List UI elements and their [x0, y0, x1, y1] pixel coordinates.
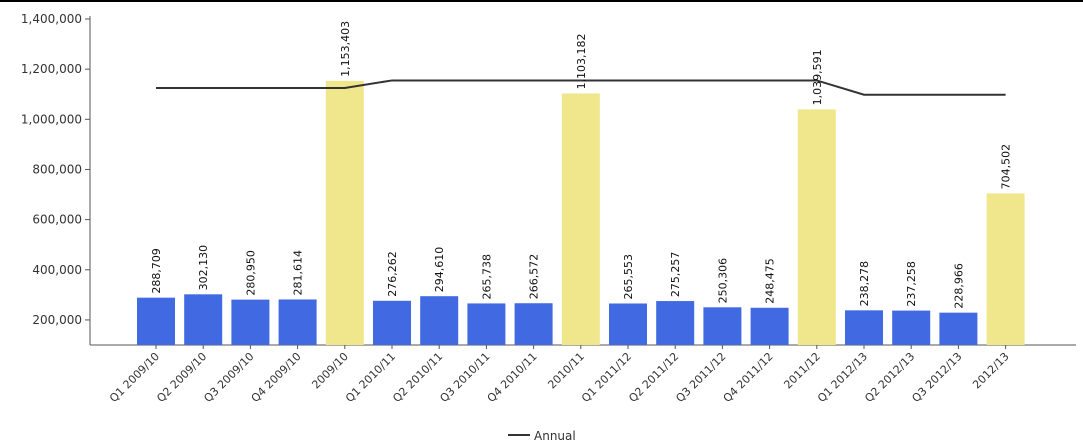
bar-value-label: 276,262 — [386, 251, 399, 297]
quarter-bar — [656, 301, 695, 345]
x-category-label: Q4 2011/12 — [721, 350, 776, 405]
bar-value-label: 248,475 — [764, 258, 777, 304]
quarter-bar — [373, 300, 411, 345]
bar-value-label: 250,306 — [716, 258, 729, 304]
quarter-bar — [892, 310, 931, 345]
x-category-label: 2012/13 — [970, 350, 1012, 392]
quarter-bar — [467, 303, 506, 345]
annual-bar — [797, 109, 836, 345]
y-tick-label: 800,000 — [32, 162, 82, 176]
x-category-label: 2010/11 — [545, 350, 587, 392]
annual-bar — [325, 80, 364, 346]
bar-value-label: 265,553 — [622, 254, 635, 300]
bar-value-label: 275,257 — [669, 252, 682, 298]
annual-bar — [986, 193, 1025, 345]
y-tick-label: 400,000 — [32, 263, 82, 277]
bar-value-label: 237,258 — [905, 261, 918, 307]
bar-value-label: 1,039,591 — [811, 49, 824, 105]
bar-value-label: 265,738 — [480, 254, 493, 300]
annual-series-line — [156, 79, 1006, 96]
annual-line — [156, 79, 1006, 96]
bar-value-label: 1,103,182 — [575, 33, 588, 89]
bar-value-label: 1,153,403 — [339, 21, 352, 77]
quarter-bar — [939, 312, 978, 345]
quarter-bar — [184, 294, 223, 345]
x-category-label: Q4 2009/10 — [249, 350, 304, 405]
bar-value-label: 228,966 — [952, 263, 965, 309]
quarter-bar — [750, 307, 789, 345]
bar-value-label: 294,610 — [433, 247, 446, 293]
quarter-bar — [703, 307, 742, 345]
bar-value-label: 280,950 — [244, 250, 257, 296]
legend-label-annual: Annual — [534, 429, 576, 443]
quarter-bar — [278, 299, 317, 345]
annual-bar — [561, 93, 600, 345]
quarter-bar — [231, 299, 270, 345]
y-tick-label: 1,200,000 — [21, 62, 82, 76]
quarter-bar — [137, 297, 175, 345]
bar-value-label: 266,572 — [528, 254, 541, 300]
x-category-label: 2009/10 — [309, 350, 351, 392]
y-tick-label: 200,000 — [32, 313, 82, 327]
bars — [137, 80, 1025, 346]
quarter-bar — [420, 296, 459, 345]
x-category-label: Q4 2010/11 — [485, 350, 540, 405]
quarter-bar — [845, 310, 883, 345]
bar-value-label: 281,614 — [292, 250, 305, 296]
y-tick-label: 1,000,000 — [21, 112, 82, 126]
value-labels: 288,709 302,130 280,950 281,614 1,153,403 276… — [150, 21, 1013, 309]
quarter-bar — [609, 303, 647, 345]
y-tick-label: 1,400,000 — [21, 12, 82, 26]
legend: Annual — [508, 429, 576, 443]
bar-value-label: 288,709 — [150, 248, 163, 294]
y-tick-label: 600,000 — [32, 213, 82, 227]
bar-value-label: 238,278 — [858, 261, 871, 307]
quarter-bar — [514, 303, 553, 345]
x-category-label: Q3 2012/13 — [909, 350, 964, 405]
bar-value-label: 302,130 — [197, 245, 210, 291]
bar-value-label: 704,502 — [1000, 144, 1013, 190]
x-category-label: 2011/12 — [781, 350, 823, 392]
